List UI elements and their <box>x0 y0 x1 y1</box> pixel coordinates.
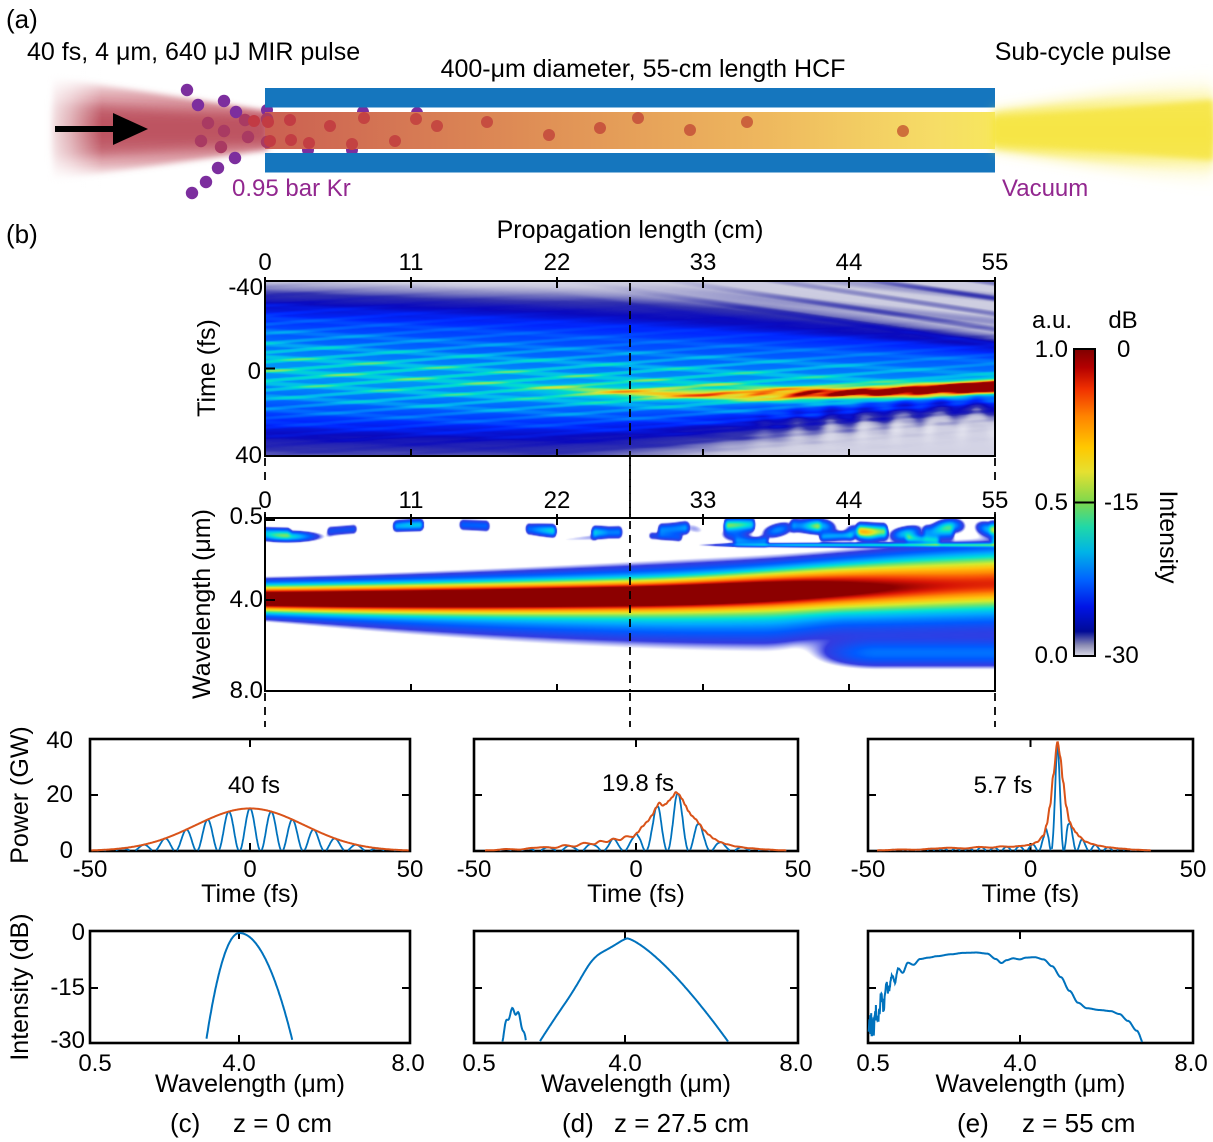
svg-text:33: 33 <box>690 249 717 276</box>
svg-text:0.5: 0.5 <box>78 1050 111 1077</box>
svg-text:-30: -30 <box>50 1027 85 1054</box>
svg-text:4.0: 4.0 <box>230 586 263 613</box>
svg-text:0.5: 0.5 <box>856 1050 889 1077</box>
svg-text:Power (GW): Power (GW) <box>6 726 34 864</box>
svg-text:50: 50 <box>1180 856 1207 883</box>
svg-text:0: 0 <box>72 919 85 946</box>
svg-text:Time (fs): Time (fs) <box>193 319 221 417</box>
svg-text:Wavelength (μm): Wavelength (μm) <box>541 1070 731 1098</box>
svg-text:8.0: 8.0 <box>779 1050 812 1077</box>
svg-text:Intensity: Intensity <box>1154 490 1182 584</box>
svg-text:11: 11 <box>399 249 424 276</box>
svg-text:Wavelength (μm): Wavelength (μm) <box>188 509 216 699</box>
svg-text:(c): (c) <box>170 1108 200 1138</box>
svg-text:(e): (e) <box>957 1108 989 1138</box>
svg-text:z = 0 cm: z = 0 cm <box>233 1108 332 1138</box>
svg-text:-15: -15 <box>50 974 85 1001</box>
svg-text:a.u.: a.u. <box>1032 307 1072 334</box>
svg-text:0: 0 <box>243 856 256 883</box>
svg-text:44: 44 <box>836 249 863 276</box>
svg-text:4.0: 4.0 <box>222 1050 255 1077</box>
svg-text:40 fs: 40 fs <box>228 772 280 799</box>
svg-text:44: 44 <box>836 487 863 514</box>
svg-text:-50: -50 <box>851 856 886 883</box>
svg-text:Intensity (dB): Intensity (dB) <box>6 913 34 1060</box>
svg-text:8.0: 8.0 <box>391 1050 424 1077</box>
svg-text:-50: -50 <box>457 856 492 883</box>
svg-text:0: 0 <box>629 856 642 883</box>
svg-text:8.0: 8.0 <box>230 677 263 704</box>
svg-text:8.0: 8.0 <box>1174 1050 1207 1077</box>
svg-text:0: 0 <box>1117 336 1130 363</box>
svg-text:19.8 fs: 19.8 fs <box>602 770 674 797</box>
svg-text:z = 27.5 cm: z = 27.5 cm <box>614 1108 749 1138</box>
svg-text:33: 33 <box>690 487 717 514</box>
svg-text:11: 11 <box>399 487 424 514</box>
svg-text:0.5: 0.5 <box>462 1050 495 1077</box>
svg-text:40: 40 <box>235 442 262 469</box>
svg-text:0.5: 0.5 <box>230 503 263 530</box>
svg-text:22: 22 <box>544 487 571 514</box>
svg-text:50: 50 <box>397 856 424 883</box>
svg-text:40 fs, 4 μm, 640 μJ MIR pulse: 40 fs, 4 μm, 640 μJ MIR pulse <box>27 38 360 66</box>
svg-text:Time (fs): Time (fs) <box>982 880 1080 908</box>
svg-text:0: 0 <box>258 249 271 276</box>
svg-text:-50: -50 <box>73 856 108 883</box>
svg-text:50: 50 <box>785 856 812 883</box>
svg-text:-40: -40 <box>228 274 263 301</box>
svg-text:dB: dB <box>1108 307 1137 334</box>
svg-text:Time (fs): Time (fs) <box>587 880 685 908</box>
svg-text:Vacuum: Vacuum <box>1002 175 1088 202</box>
svg-text:0.5: 0.5 <box>1035 489 1068 516</box>
svg-text:Wavelength (μm): Wavelength (μm) <box>936 1070 1126 1098</box>
svg-text:z = 55 cm: z = 55 cm <box>1022 1108 1135 1138</box>
svg-text:0.0: 0.0 <box>1035 642 1068 669</box>
svg-text:(a): (a) <box>6 4 38 34</box>
svg-text:Propagation length (cm): Propagation length (cm) <box>497 216 764 244</box>
svg-text:40: 40 <box>46 727 73 754</box>
svg-text:4.0: 4.0 <box>608 1050 641 1077</box>
svg-text:Sub-cycle pulse: Sub-cycle pulse <box>995 38 1171 66</box>
svg-text:-30: -30 <box>1104 642 1139 669</box>
svg-text:0: 0 <box>248 358 261 385</box>
svg-text:0: 0 <box>258 487 271 514</box>
svg-text:55: 55 <box>982 249 1009 276</box>
svg-text:Time (fs): Time (fs) <box>201 880 299 908</box>
svg-text:55: 55 <box>982 487 1009 514</box>
svg-text:-15: -15 <box>1104 489 1139 516</box>
svg-text:1.0: 1.0 <box>1035 336 1068 363</box>
svg-text:0: 0 <box>1024 856 1037 883</box>
svg-text:5.7 fs: 5.7 fs <box>974 772 1033 799</box>
svg-text:0: 0 <box>60 837 73 864</box>
svg-text:20: 20 <box>46 781 73 808</box>
svg-text:0.95 bar Kr: 0.95 bar Kr <box>232 175 351 202</box>
svg-text:4.0: 4.0 <box>1003 1050 1036 1077</box>
svg-text:(b): (b) <box>6 219 38 249</box>
svg-text:(d): (d) <box>562 1108 594 1138</box>
svg-text:400-μm diameter, 55-cm length: 400-μm diameter, 55-cm length HCF <box>441 55 846 83</box>
svg-text:22: 22 <box>544 249 571 276</box>
svg-text:Wavelength (μm): Wavelength (μm) <box>155 1070 345 1098</box>
